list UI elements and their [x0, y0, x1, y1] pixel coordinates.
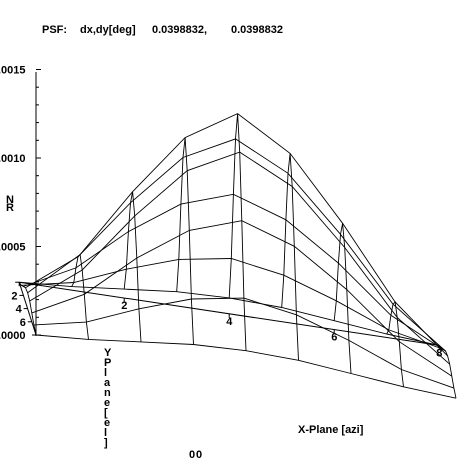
psf-dy-value: 0.0398832: [231, 24, 283, 36]
y-tick-label-3: 6: [20, 317, 26, 329]
y-axis-title-9: ]: [104, 437, 108, 449]
mesh-line-y-1: [21, 258, 442, 349]
x-tick-label-1: 2: [121, 300, 127, 312]
y-axis-title-1: P: [104, 357, 111, 369]
mesh-line-x-4: [228, 113, 247, 351]
x-tick-label-2: 4: [226, 316, 233, 328]
z-tick-label-3: .0000: [0, 330, 26, 342]
mesh-line-x-7: [386, 301, 404, 387]
mesh-line-x-0: [18, 281, 37, 336]
psf-quantity: dx,dy[deg]: [80, 24, 136, 36]
x-origin-label: 0: [196, 449, 202, 461]
y-axis-title-4: n: [104, 387, 111, 399]
y-axis-title-6: [: [104, 407, 108, 419]
mesh-line-x-3: [176, 137, 194, 345]
psf-header: PSF: dx,dy[deg] 0.0398832, 0.0398832: [0, 24, 474, 42]
mesh-line-x-1: [71, 253, 89, 340]
y-axis-title-5: e: [104, 397, 110, 409]
mesh-line-x-2: [123, 191, 142, 342]
y-axis-title-2: l: [104, 367, 107, 379]
mesh-line-y-4: [27, 113, 448, 357]
y-axis-title-8: l: [104, 427, 107, 439]
mesh-line-y-2: [23, 193, 444, 351]
z-tick-label-2: .0005: [0, 242, 26, 254]
x-tick-label-4: 8: [436, 347, 442, 359]
mesh-line-x-8: [438, 345, 457, 399]
z-axis-title-0: N: [6, 194, 14, 206]
y-tick-label-2: 4: [16, 304, 23, 316]
mesh-line-y-7: [33, 297, 455, 389]
mesh-line-x-6: [333, 223, 352, 374]
surface-mesh: [18, 113, 457, 399]
y-axis-title-7: e: [104, 417, 110, 429]
psf-dx-value: 0.0398832,: [152, 24, 208, 36]
plot-axes: [15, 69, 440, 350]
x-axis-title: X-Plane [azi]: [298, 424, 364, 436]
z-axis-title-1: R: [6, 202, 14, 214]
mesh-line-y-5: [29, 151, 450, 365]
psf-label: PSF:: [42, 24, 68, 36]
z-tick-label-0: .0015: [0, 65, 26, 77]
y-axis-title-3: a: [104, 377, 111, 389]
y-origin-label: 0: [189, 449, 195, 461]
mesh-line-x-5: [281, 153, 299, 361]
y-axis-title-0: Y: [104, 347, 112, 359]
z-tick-label-1: .0010: [0, 153, 26, 165]
y-tick-label-1: 2: [11, 290, 17, 302]
x-tick-label-3: 6: [331, 332, 337, 344]
